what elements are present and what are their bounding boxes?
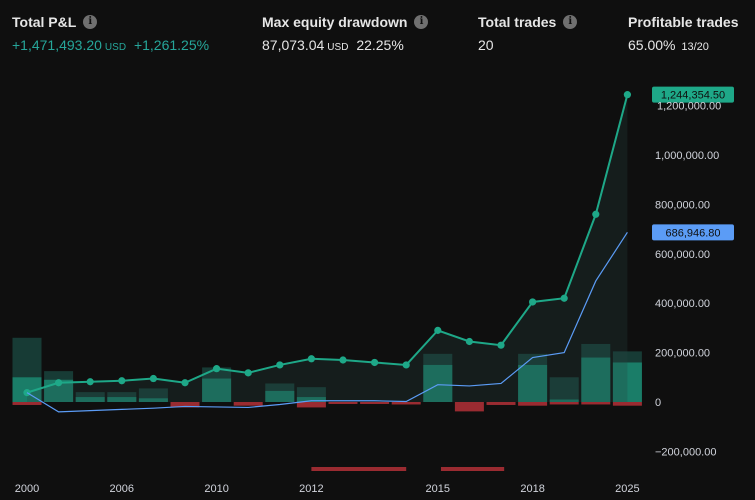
- x-tick-label: 2000: [15, 483, 39, 495]
- equity-point: [339, 356, 347, 364]
- equity-line: [26, 94, 629, 394]
- equity-point: [371, 358, 379, 367]
- equity-point: [465, 337, 473, 346]
- equity-point: [118, 377, 126, 385]
- profit-bar-inner: [549, 399, 579, 402]
- drawdown-range-bar: [311, 467, 407, 471]
- total-pl-label: Total P&L: [12, 14, 77, 30]
- profit-bar: [549, 377, 579, 402]
- loss-bar: [360, 402, 390, 404]
- buy_hold-last-value-label: 686,946.80: [665, 227, 720, 239]
- y-tick-label: 1,000,000.00: [655, 150, 719, 162]
- equity-point: [86, 378, 94, 386]
- loss-bar: [328, 402, 358, 404]
- profit-bar-inner: [423, 364, 453, 402]
- loss-bar: [12, 402, 42, 405]
- equity-last-value-tag: [652, 86, 734, 103]
- loss-bar: [581, 402, 611, 405]
- profit-bar-inner: [612, 362, 642, 402]
- info-icon[interactable]: i: [563, 15, 578, 29]
- total-trades-label: Total trades: [478, 14, 557, 30]
- y-tick-label: 400,000.00: [655, 298, 710, 310]
- y-tick-label: −200,000.00: [655, 446, 716, 458]
- loss-bar: [233, 402, 263, 406]
- equity-area: [27, 94, 628, 402]
- profit-bar-inner: [265, 390, 295, 402]
- x-tick-label: 2006: [110, 483, 134, 495]
- max-drawdown-stat: Max equity drawdown i 87,073.04 USD 22.25…: [262, 14, 429, 53]
- equity-point: [592, 210, 600, 218]
- equity-point: [276, 361, 284, 369]
- equity-point: [213, 365, 221, 373]
- info-icon[interactable]: i: [83, 15, 98, 29]
- y-tick-label: 0: [655, 397, 661, 409]
- equity-point: [560, 294, 568, 302]
- buy_hold-last-value-tag: [652, 224, 734, 241]
- total-pl-percent: +1,261.25%: [133, 37, 210, 53]
- profitable-trades-ratio: 13/20: [681, 41, 709, 53]
- profit-bar-inner: [518, 364, 548, 402]
- profitable-trades-stat: Profitable trades 65.00% 13/20: [628, 14, 738, 53]
- loss-bar: [549, 402, 579, 405]
- drawdown-range-bar: [440, 467, 505, 471]
- equity-point: [623, 91, 632, 99]
- equity-chart[interactable]: 1,244,354.50 686,946.80 −200,000.00 0 200,00…: [0, 70, 755, 500]
- equity-point: [529, 298, 537, 306]
- stats-bar: Total P&L i +1,471,493.20 USD +1,261.25% …: [0, 0, 755, 70]
- equity-point: [497, 341, 505, 349]
- equity-point: [434, 326, 442, 334]
- profit-bar-inner: [296, 397, 326, 402]
- x-tick-label: 2025: [615, 483, 639, 495]
- loss-bar: [296, 402, 326, 408]
- loss-bar: [486, 402, 516, 405]
- equity-point: [244, 369, 252, 377]
- x-tick-label: 2018: [520, 483, 544, 495]
- x-tick-label: 2012: [299, 483, 323, 495]
- info-icon[interactable]: i: [414, 15, 429, 29]
- y-tick-label: 800,000.00: [655, 199, 710, 211]
- max-drawdown-label: Max equity drawdown: [262, 14, 408, 30]
- equity-last-value-label: 1,244,354.50: [661, 90, 725, 102]
- total-pl-unit: USD: [104, 42, 127, 53]
- equity-point: [307, 355, 315, 363]
- y-tick-label: 600,000.00: [655, 249, 710, 261]
- total-trades-stat: Total trades i 20: [478, 14, 578, 53]
- max-drawdown-value: 87,073.04: [262, 37, 325, 53]
- max-drawdown-percent: 22.25%: [356, 37, 404, 53]
- equity-point: [402, 361, 410, 369]
- profit-bar-inner: [138, 398, 168, 402]
- profitable-trades-value: 65.00%: [628, 37, 676, 53]
- loss-bar: [391, 402, 421, 405]
- max-drawdown-unit: USD: [327, 42, 349, 53]
- profit-bar-inner: [75, 397, 105, 402]
- x-tick-label: 2010: [204, 483, 228, 495]
- profit-bar-inner: [581, 357, 611, 402]
- total-pl-stat: Total P&L i +1,471,493.20 USD +1,261.25%: [12, 14, 209, 53]
- loss-bar: [518, 402, 548, 406]
- loss-bar: [612, 402, 642, 406]
- total-pl-value: +1,471,493.20: [12, 37, 102, 53]
- buy_hold-line: [26, 231, 628, 413]
- loss-bar: [170, 402, 200, 408]
- profit-bar-inner: [202, 378, 232, 402]
- x-tick-label: 2015: [426, 483, 450, 495]
- total-trades-value: 20: [478, 37, 494, 53]
- profitable-trades-label: Profitable trades: [628, 14, 739, 30]
- equity-point: [55, 379, 63, 387]
- profit-bar-inner: [107, 397, 137, 402]
- equity-point: [149, 374, 157, 383]
- loss-bar: [454, 402, 484, 412]
- y-tick-label: 200,000.00: [655, 348, 710, 360]
- y-tick-label: 1,200,000.00: [657, 101, 721, 113]
- equity-point: [181, 379, 189, 387]
